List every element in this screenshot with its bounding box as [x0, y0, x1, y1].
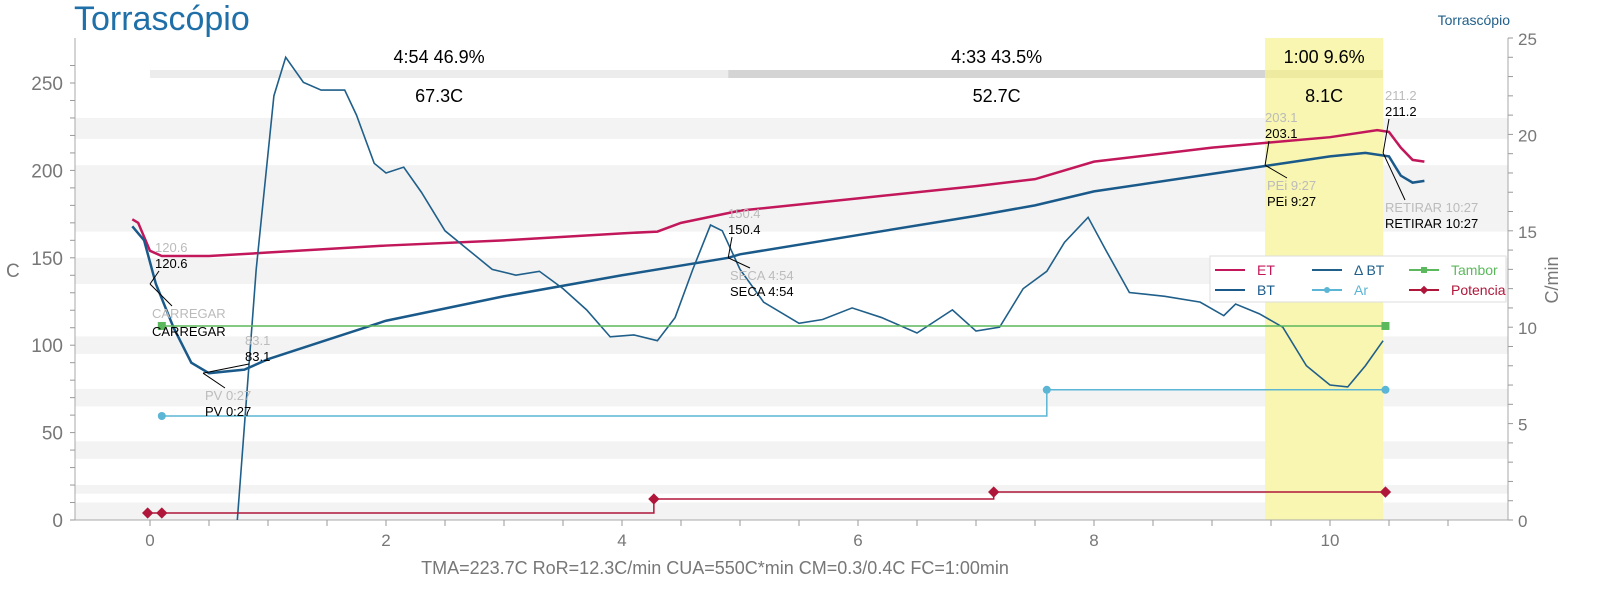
annotation-label: RETIRAR 10:27 — [1385, 216, 1478, 231]
legend-marker — [1421, 267, 1427, 273]
annotation-value: 120.6 — [155, 256, 188, 271]
y-tick-label: 250 — [31, 74, 63, 95]
y2-tick-label: 15 — [1518, 223, 1537, 242]
annotation-label-ghost: PEi 9:27 — [1267, 178, 1316, 193]
y-axis-label: C — [6, 261, 20, 282]
series-et — [131, 128, 1425, 258]
marker-diamond — [1379, 486, 1392, 498]
marker-circle — [1381, 385, 1390, 394]
annotation-label: SECA 4:54 — [730, 284, 794, 299]
annotation-label: PEi 9:27 — [1267, 194, 1316, 209]
phase-time-pct: 1:00 9.6% — [1284, 47, 1365, 67]
y2-axis-label: C/min — [1542, 256, 1562, 303]
y2-tick-label: 10 — [1518, 319, 1537, 338]
background-band — [75, 485, 1508, 494]
annotation-value: 203.1 — [1265, 126, 1298, 141]
marker-circle — [157, 411, 166, 420]
marker-diamond — [648, 493, 660, 505]
annotation-leader — [1382, 118, 1390, 154]
legend-label-tambor: Tambor — [1451, 262, 1498, 278]
y2-tick-label: 25 — [1518, 30, 1537, 49]
annotation-value-ghost: 150.4 — [728, 206, 761, 221]
annotation-leader — [1264, 140, 1270, 166]
chart-title: Torrascópio — [74, 0, 250, 38]
annotation-leader — [202, 372, 226, 389]
annotation-value: 150.4 — [728, 222, 761, 237]
marker-diamond — [156, 507, 168, 519]
annotation-leader — [1264, 164, 1288, 179]
y-tick-label: 200 — [31, 161, 63, 182]
y2-tick-label: 5 — [1518, 416, 1527, 435]
phase-time-pct: 4:54 46.9% — [394, 47, 485, 67]
phase-bar — [150, 70, 729, 78]
legend: ET Δ BT Tambor BT Ar Potencia — [1209, 255, 1507, 303]
annotation-value-ghost: 203.1 — [1265, 110, 1298, 125]
marker-diamond — [141, 507, 154, 519]
x-tick-label: 0 — [145, 531, 154, 550]
series-bt — [236, 55, 1384, 521]
annotation-leader — [149, 270, 160, 285]
annotation-value: 211.2 — [1385, 104, 1417, 119]
y-tick-label: 0 — [52, 511, 63, 532]
annotation-value: 83.1 — [245, 349, 270, 364]
annotation-leader — [203, 363, 250, 374]
annotation-label-ghost: PV 0:27 — [205, 388, 251, 403]
marker-square — [157, 321, 166, 330]
background-band — [75, 117, 1508, 139]
annotation-label: CARREGAR — [152, 324, 226, 339]
marker-diamond — [988, 486, 1000, 498]
annotation-label-ghost: CARREGAR — [152, 306, 226, 321]
legend-box — [1209, 255, 1507, 303]
legend-marker — [1419, 285, 1429, 295]
legend-label-ar: Ar — [1354, 282, 1368, 298]
stats-text: TMA=223.7C RoR=12.3C/min CUA=550C*min CM… — [421, 558, 1009, 578]
phase-bar — [728, 70, 1266, 78]
background-band — [75, 336, 1508, 354]
x-tick-label: 10 — [1321, 531, 1340, 550]
annotation-value-ghost: 83.1 — [245, 333, 270, 348]
x-tick-label: 6 — [853, 531, 862, 550]
marker-square — [1381, 321, 1390, 330]
y-tick-label: 150 — [31, 249, 63, 270]
annotation-leader — [1382, 152, 1406, 201]
annotation-leader — [727, 236, 733, 258]
legend-marker — [1324, 287, 1330, 293]
x-tick-label: 2 — [381, 531, 390, 550]
annotation-label-ghost: SECA 4:54 — [730, 268, 794, 283]
y-tick-label: 50 — [42, 424, 63, 445]
phase-time-pct: 4:33 43.5% — [951, 47, 1042, 67]
y2-tick-label: 20 — [1518, 126, 1537, 145]
y-tick-label: 100 — [31, 336, 63, 357]
legend-label-potencia: Potencia — [1451, 282, 1506, 298]
phase-delta: 52.7C — [973, 86, 1021, 106]
legend-label-bt: BT — [1257, 282, 1275, 298]
legend-label-et: ET — [1257, 262, 1275, 278]
annotation-label-ghost: RETIRAR 10:27 — [1385, 200, 1478, 215]
y2-tick-label: 0 — [1518, 512, 1527, 531]
x-tick-label: 4 — [617, 531, 626, 550]
marker-circle — [1042, 385, 1051, 394]
x-tick-label: 8 — [1089, 531, 1098, 550]
phase-delta: 8.1C — [1305, 86, 1343, 106]
annotation-value-ghost: 120.6 — [155, 240, 188, 255]
chart-subtitle-link[interactable]: Torrascópio — [1437, 12, 1510, 28]
background-band — [75, 502, 1508, 520]
background-band — [75, 388, 1508, 407]
annotation-leader — [727, 257, 751, 269]
background-band — [75, 441, 1508, 459]
phase-bar — [1265, 70, 1384, 78]
annotation-value-ghost: 211.2 — [1385, 88, 1417, 103]
annotation-leader — [149, 283, 173, 307]
series-ar — [161, 389, 1386, 417]
legend-label-bt: Δ BT — [1354, 262, 1385, 278]
phase-delta: 67.3C — [415, 86, 463, 106]
annotation-label: PV 0:27 — [205, 404, 251, 419]
